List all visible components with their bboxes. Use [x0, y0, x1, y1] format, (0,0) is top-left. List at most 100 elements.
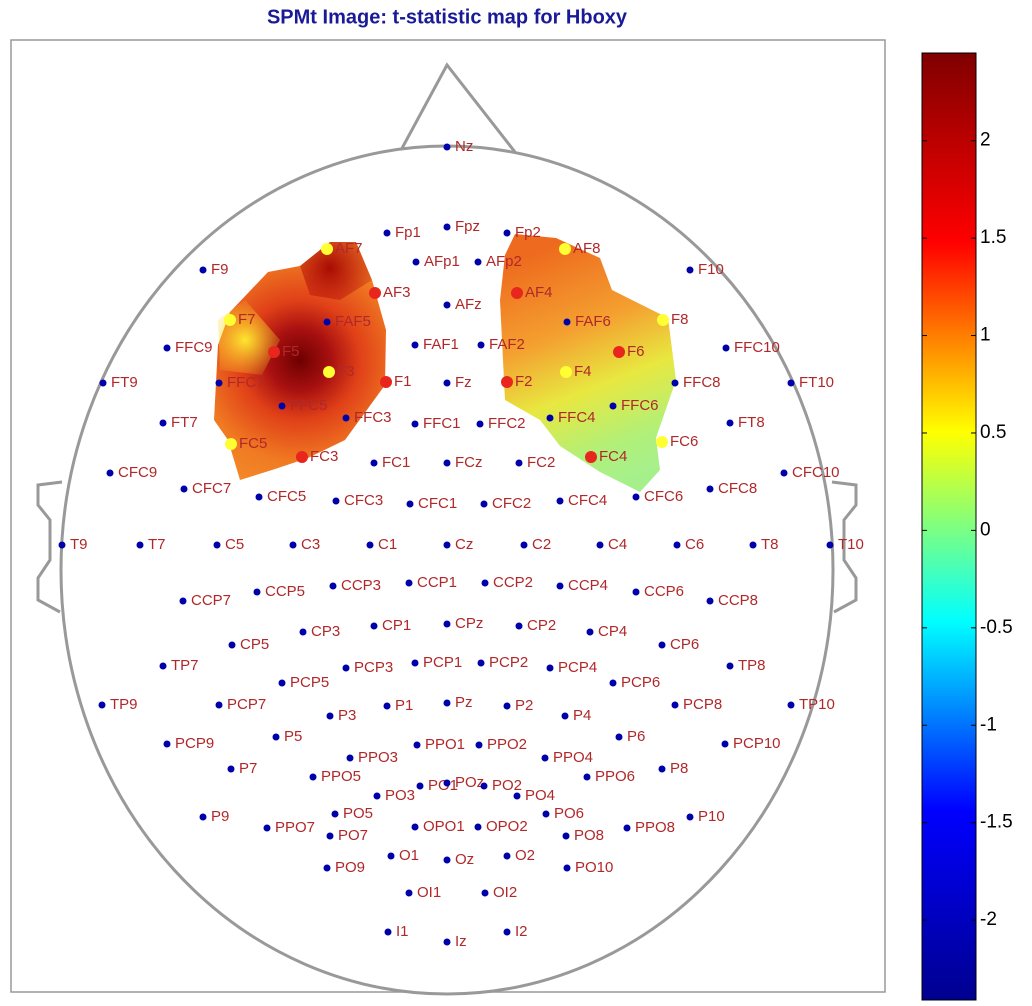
electrode: [443, 541, 451, 549]
electrode-label: Fp1: [395, 224, 421, 241]
electrode: [503, 702, 511, 710]
electrode: [215, 701, 223, 709]
electrode-label: CCP5: [265, 583, 305, 600]
electrode: [332, 497, 340, 505]
electrode: [826, 541, 834, 549]
electrode: [224, 314, 236, 326]
electrode: [583, 773, 591, 781]
electrode: [686, 813, 694, 821]
electrode: [542, 810, 550, 818]
electrode-label: FT8: [738, 414, 765, 431]
electrode: [671, 701, 679, 709]
electrode: [443, 143, 451, 151]
electrode: [253, 588, 261, 596]
electrode: [278, 679, 286, 687]
electrode: [586, 628, 594, 636]
electrode: [443, 379, 451, 387]
electrode: [416, 782, 424, 790]
electrode: [722, 344, 730, 352]
electrode-label: PPO8: [635, 819, 675, 836]
electrode: [321, 243, 333, 255]
electrode-label: F3: [337, 363, 355, 380]
chart-title: SPMt Image: t-statistic map for Hboxy: [267, 6, 628, 28]
electrode: [215, 379, 223, 387]
colorbar-tick-label: 2: [980, 130, 991, 151]
electrode-label: CPz: [455, 615, 483, 632]
electrode: [475, 741, 483, 749]
electrode: [511, 287, 523, 299]
electrode: [289, 541, 297, 549]
left-ear: [36, 480, 63, 614]
electrode-label: CFC5: [267, 488, 306, 505]
electrode-label: PCP8: [683, 696, 722, 713]
colorbar-tick-label: 0.5: [980, 422, 1006, 443]
electrode: [199, 266, 207, 274]
electrode-label: FC5: [239, 435, 267, 452]
electrode: [383, 702, 391, 710]
electrode-label: PPO6: [595, 768, 635, 785]
electrode: [443, 620, 451, 628]
electrode-label: CFC8: [718, 480, 757, 497]
electrode-label: FFC5: [290, 397, 328, 414]
electrode: [560, 366, 572, 378]
electrode: [199, 813, 207, 821]
electrode-label: PO2: [492, 777, 522, 794]
electrode-label: OI2: [493, 884, 517, 901]
electrode: [163, 740, 171, 748]
electrode: [503, 229, 511, 237]
electrode-label: CCP3: [341, 577, 381, 594]
colorbar-tick-label: -1.5: [980, 812, 1013, 833]
electrode-label: Pz: [455, 694, 473, 711]
electrode-label: CCP1: [417, 574, 457, 591]
electrode: [405, 579, 413, 587]
electrode-label: P2: [515, 697, 533, 714]
electrode-label: FAF1: [423, 336, 459, 353]
electrode: [515, 459, 523, 467]
electrode-label: F7: [238, 311, 256, 328]
electrode-label: FT7: [171, 414, 198, 431]
electrode: [520, 541, 528, 549]
electrode: [263, 824, 271, 832]
electrode-label: CFC1: [418, 495, 457, 512]
electrode-label: CCP7: [191, 592, 231, 609]
electrode: [632, 588, 640, 596]
electrode-label: FC6: [670, 433, 698, 450]
electrode-label: F10: [698, 261, 724, 278]
electrode-label: AF7: [335, 240, 363, 257]
electrode-label: PO6: [554, 805, 584, 822]
electrode-label: F2: [515, 373, 533, 390]
electrode: [480, 500, 488, 508]
electrode: [443, 779, 451, 787]
electrode-label: Cz: [455, 536, 473, 553]
electrode-label: AF8: [573, 240, 601, 257]
electrode-label: PCP10: [733, 735, 781, 752]
electrode-label: F8: [671, 311, 689, 328]
electrode: [411, 341, 419, 349]
electrode: [503, 928, 511, 936]
electrode-label: F1: [394, 373, 412, 390]
electrode-label: Fpz: [455, 218, 480, 235]
electrode: [787, 379, 795, 387]
electrode: [515, 622, 523, 630]
electrode: [225, 438, 237, 450]
electrode-label: CFC4: [568, 492, 607, 509]
electrode-label: PPO7: [275, 819, 315, 836]
electrode-label: PPO3: [358, 749, 398, 766]
electrode: [443, 699, 451, 707]
electrode-label: F5: [282, 343, 300, 360]
electrode: [406, 500, 414, 508]
electrode-label: CFC2: [492, 495, 531, 512]
electrode-label: CP1: [382, 617, 411, 634]
electrode: [501, 376, 513, 388]
electrode-label: PO3: [385, 787, 415, 804]
electrode: [342, 414, 350, 422]
electrode-label: O2: [515, 847, 535, 864]
electrode-label: Fp2: [515, 224, 541, 241]
electrode-label: OI1: [417, 884, 441, 901]
electrode-label: PO4: [525, 787, 555, 804]
electrode-label: CFC6: [644, 488, 683, 505]
nose: [398, 62, 517, 153]
electrodes: Nz Fp1 Fpz Fp2 AF7 AF8 F9 AFp1 AFp2 F10 AF3 AFz AF4 F…: [58, 138, 864, 950]
